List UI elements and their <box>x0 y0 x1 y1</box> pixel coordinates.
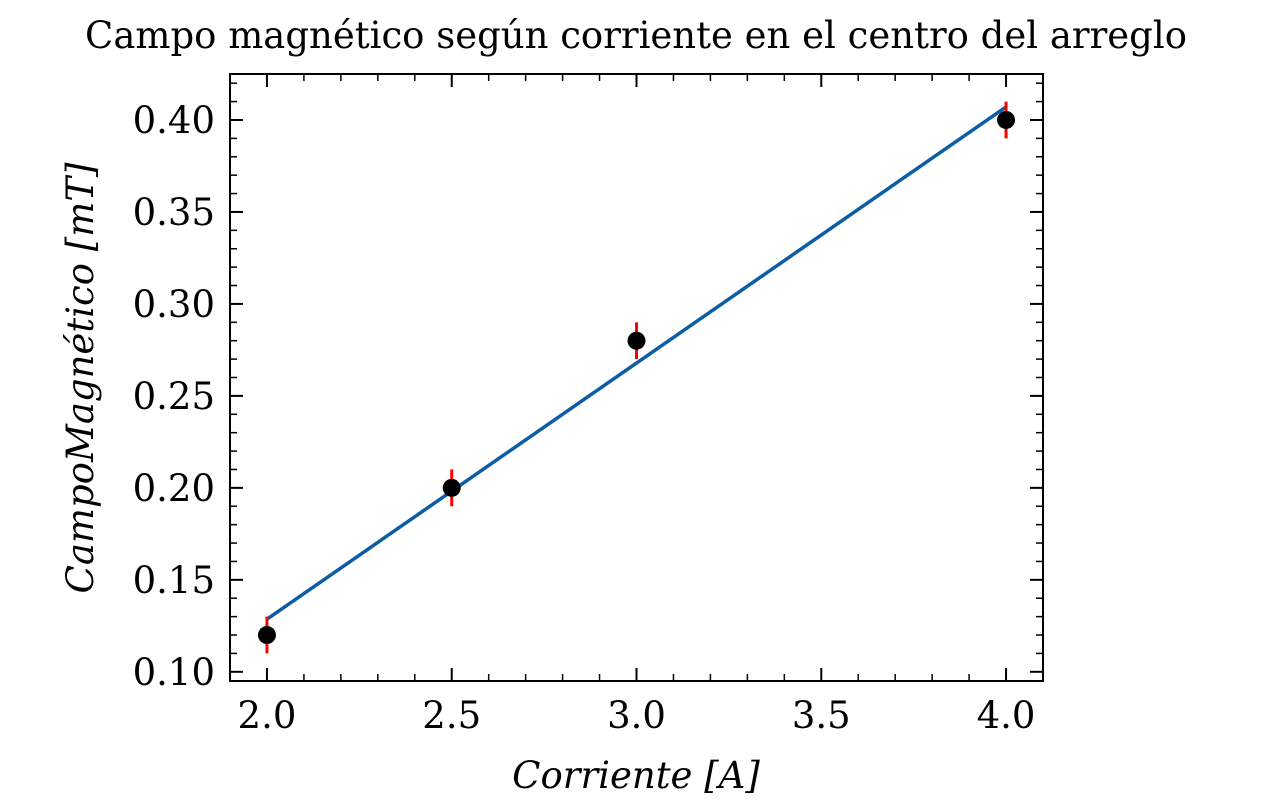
plot-frame <box>229 73 1044 682</box>
x-tick-label: 2.0 <box>238 694 297 737</box>
y-axis-label: CampoMagnético [mT] <box>59 162 102 593</box>
y-tick-labels: 0.10 0.15 0.20 0.25 0.30 0.35 0.40 <box>133 99 215 694</box>
y-tick-label: 0.25 <box>133 375 215 418</box>
fit-line-group <box>265 105 1008 621</box>
x-tick-label: 4.0 <box>977 694 1036 737</box>
y-tick-label: 0.10 <box>133 651 215 694</box>
y-tick-label: 0.40 <box>133 99 215 142</box>
y-tick-label: 0.35 <box>133 191 215 234</box>
y-minor-ticks <box>230 82 1043 655</box>
y-major-ticks <box>230 118 1043 673</box>
chart-title: Campo magnético según corriente en el ce… <box>85 14 1187 57</box>
data-point <box>627 331 646 350</box>
data-points <box>257 110 1016 645</box>
data-point <box>257 626 276 645</box>
x-tick-label: 2.5 <box>422 694 481 737</box>
fit-line <box>265 105 1008 621</box>
x-major-ticks <box>265 74 1008 681</box>
x-axis-label: Corriente [A] <box>512 754 760 797</box>
y-tick-label: 0.30 <box>133 283 215 326</box>
data-point <box>997 110 1016 129</box>
x-tick-label: 3.0 <box>607 694 666 737</box>
x-minor-ticks <box>229 74 1044 681</box>
y-tick-label: 0.20 <box>133 467 215 510</box>
plot-area <box>229 73 1044 682</box>
y-tick-label: 0.15 <box>133 559 215 602</box>
data-point <box>442 478 461 497</box>
x-tick-label: 3.5 <box>792 694 851 737</box>
x-tick-labels: 2.0 2.5 3.0 3.5 4.0 <box>238 694 1036 737</box>
